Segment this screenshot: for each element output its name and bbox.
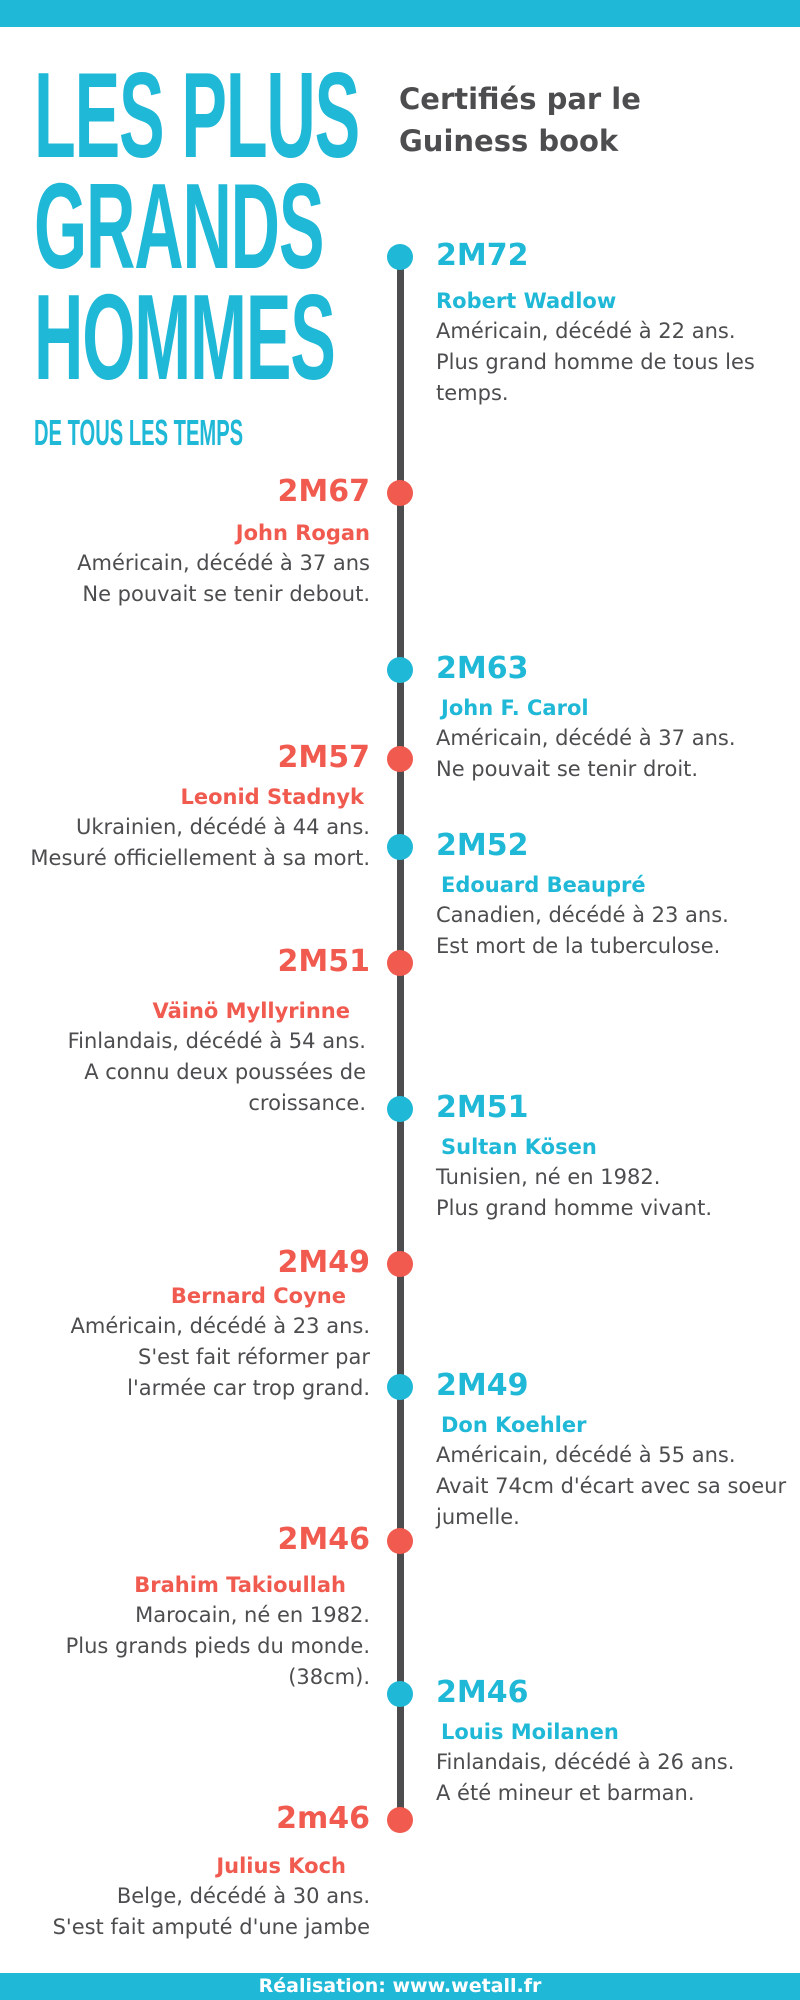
timeline-dot	[387, 657, 413, 683]
timeline-entry: 2M49 Don Koehler Américain, décédé à 55 …	[436, 1368, 796, 1533]
entry-name: John F. Carol	[441, 696, 589, 720]
entry-description: Américain, décédé à 23 ans. S'est fait r…	[70, 1314, 371, 1400]
entry-height: 2m46	[276, 1801, 370, 1836]
entry-height: 2M46	[436, 1675, 529, 1710]
timeline-dot	[387, 1528, 413, 1554]
timeline-line	[397, 257, 404, 1824]
entry-height: 2M52	[436, 828, 529, 863]
timeline-dot	[387, 834, 413, 860]
timeline-entry: 2M57 Leonid Stadnyk Ukrainien, décédé à …	[10, 740, 370, 874]
title-line-3: HOMMES	[34, 269, 336, 405]
entry-name: Robert Wadlow	[436, 289, 617, 313]
title-line-2: GRANDS	[34, 158, 324, 294]
timeline-entry: 2M52 Edouard Beaupré Canadien, décédé à …	[436, 828, 796, 962]
title-subline: DE TOUS LES TEMPS	[34, 412, 244, 453]
entry-description: Américain, décédé à 55 ans. Avait 74cm d…	[436, 1443, 787, 1529]
subtitle: Certifiés par le Guiness book	[399, 82, 641, 158]
timeline-dot	[387, 1807, 413, 1833]
entry-name: Edouard Beaupré	[441, 873, 646, 897]
entry-height: 2M51	[277, 944, 370, 979]
timeline-entry: 2M46 Brahim Takioullah Marocain, né en 1…	[10, 1522, 370, 1693]
entry-description: Marocain, né en 1982. Plus grands pieds …	[65, 1603, 370, 1689]
entry-name: Leonid Stadnyk	[180, 785, 364, 809]
entry-height: 2M67	[277, 474, 370, 509]
entry-description: Ukrainien, décédé à 44 ans. Mesuré offic…	[30, 815, 370, 870]
timeline-entry: 2M67 John Rogan Américain, décédé à 37 a…	[10, 474, 370, 610]
footer-credit: Réalisation: www.wetall.fr	[0, 1973, 800, 2000]
entry-description: Finlandais, décédé à 54 ans. A connu deu…	[67, 1029, 366, 1115]
entry-height: 2M46	[277, 1522, 370, 1557]
timeline-entry: 2M63 John F. Carol Américain, décédé à 3…	[436, 651, 796, 785]
timeline-dot	[387, 1251, 413, 1277]
page-title: LES PLUS GRANDS HOMMES DE TOUS LES TEMPS	[34, 47, 364, 451]
timeline-dot	[387, 244, 413, 270]
timeline-dot	[387, 1096, 413, 1122]
entry-name: Brahim Takioullah	[134, 1573, 346, 1597]
timeline-entry: 2M72 Robert Wadlow Américain, décédé à 2…	[436, 238, 796, 409]
entry-name: Bernard Coyne	[170, 1284, 346, 1308]
timeline-dot	[387, 1374, 413, 1400]
timeline-entry: 2M46 Louis Moilanen Finlandais, décédé à…	[436, 1675, 796, 1809]
timeline-dot	[387, 1681, 413, 1707]
entry-description: Belge, décédé à 30 ans. S'est fait amput…	[52, 1884, 370, 1939]
entry-description: Finlandais, décédé à 26 ans. A été mineu…	[436, 1750, 735, 1805]
entry-height: 2M49	[277, 1245, 370, 1280]
entry-name: Don Koehler	[441, 1413, 587, 1437]
entry-height: 2M63	[436, 651, 529, 686]
entry-height: 2M49	[436, 1368, 529, 1403]
timeline-entry: 2M51 Sultan Kösen Tunisien, né en 1982. …	[436, 1090, 796, 1224]
entry-name: Väinö Myllyrinne	[152, 999, 350, 1023]
entry-name: John Rogan	[235, 521, 370, 545]
entry-height: 2M57	[277, 740, 370, 775]
title-line-1: LES PLUS	[34, 47, 360, 183]
entry-name: Sultan Kösen	[441, 1135, 597, 1159]
entry-name: Louis Moilanen	[441, 1720, 619, 1744]
entry-description: Tunisien, né en 1982. Plus grand homme v…	[436, 1165, 713, 1220]
top-banner	[0, 0, 800, 27]
entry-description: Américain, décédé à 22 ans. Plus grand h…	[436, 319, 755, 405]
timeline-dot	[387, 950, 413, 976]
timeline-dot	[387, 480, 413, 506]
timeline-entry: 2m46 Julius Koch Belge, décédé à 30 ans.…	[10, 1801, 370, 1943]
entry-name: Julius Koch	[216, 1854, 346, 1878]
entry-description: Américain, décédé à 37 ans. Ne pouvait s…	[436, 726, 736, 781]
entry-description: Canadien, décédé à 23 ans. Est mort de l…	[436, 903, 729, 958]
timeline-entry: 2M49 Bernard Coyne Américain, décédé à 2…	[10, 1245, 371, 1404]
entry-description: Américain, décédé à 37 ans Ne pouvait se…	[77, 551, 370, 606]
timeline-dot	[387, 746, 413, 772]
entry-height: 2M51	[436, 1090, 529, 1125]
timeline-entry: 2M51 Väinö Myllyrinne Finlandais, décédé…	[10, 944, 370, 1119]
entry-height: 2M72	[436, 238, 529, 273]
